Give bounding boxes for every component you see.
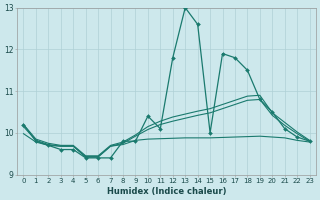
X-axis label: Humidex (Indice chaleur): Humidex (Indice chaleur) — [107, 187, 226, 196]
